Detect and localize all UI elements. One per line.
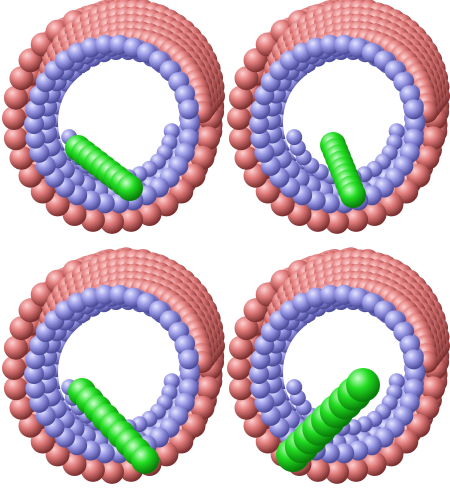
outer-shell-atom bbox=[100, 459, 124, 484]
outer-shell-atom bbox=[305, 207, 330, 232]
outer-shell-atom bbox=[234, 145, 259, 170]
guest-molecule-chain bbox=[320, 132, 366, 208]
inner-shell-atom bbox=[286, 379, 303, 396]
inner-shell-atom bbox=[180, 364, 200, 384]
panel-top-right bbox=[227, 0, 450, 234]
nanotube-cavity bbox=[283, 64, 395, 180]
inner-shell-atom bbox=[319, 34, 340, 55]
outer-shell-atom bbox=[190, 145, 215, 170]
inner-shell-atom bbox=[286, 129, 303, 146]
outer-shell-atom bbox=[421, 126, 446, 151]
outer-shell-atom bbox=[3, 126, 28, 151]
inner-shell-atom bbox=[178, 349, 199, 370]
outer-shell-atom bbox=[227, 356, 251, 380]
outer-shell-atom bbox=[3, 85, 28, 110]
inner-shell-atom bbox=[24, 364, 44, 384]
outer-shell-atom bbox=[9, 316, 34, 341]
outer-shell-atom bbox=[9, 395, 34, 420]
inner-shell-atom bbox=[94, 284, 115, 305]
outer-shell-atom bbox=[325, 459, 349, 484]
inner-shell-atom bbox=[250, 378, 271, 399]
outer-shell-atom bbox=[196, 126, 221, 151]
panel-top-left bbox=[2, 0, 225, 234]
panel-bottom-left bbox=[2, 247, 225, 484]
outer-shell-atom bbox=[80, 207, 105, 232]
inner-shell-atom bbox=[178, 99, 199, 120]
outer-shell-atom bbox=[9, 145, 34, 170]
inner-shell-atom bbox=[250, 128, 271, 149]
guest-atom bbox=[131, 446, 159, 474]
outer-shell-atom bbox=[228, 85, 253, 110]
outer-shell-atom bbox=[2, 106, 26, 130]
panel-bottom-right bbox=[227, 247, 450, 484]
guest-molecule-chain bbox=[65, 135, 143, 201]
outer-shell-atom bbox=[227, 106, 251, 130]
outer-shell-atom bbox=[325, 209, 349, 234]
outer-shell-atom bbox=[234, 395, 259, 420]
outer-shell-atom bbox=[362, 202, 387, 226]
inner-nanotube-shell bbox=[24, 34, 200, 214]
outer-shell-atom bbox=[100, 209, 124, 234]
outer-shell-atom bbox=[228, 335, 253, 360]
inner-shell-atom bbox=[405, 114, 425, 134]
inner-shell-atom bbox=[345, 419, 362, 436]
inner-shell-atom bbox=[405, 364, 425, 384]
outer-shell-atom bbox=[80, 457, 105, 482]
outer-shell-atom bbox=[234, 66, 259, 91]
guest-molecule-chain bbox=[276, 368, 380, 472]
guest-atom bbox=[340, 182, 366, 208]
inner-shell-atom bbox=[24, 114, 44, 134]
outer-shell-atom bbox=[362, 452, 387, 476]
inner-shell-atom bbox=[249, 114, 269, 134]
inner-shell-atom bbox=[94, 34, 115, 55]
inner-shell-atom bbox=[180, 114, 200, 134]
outer-shell-atom bbox=[3, 335, 28, 360]
inner-shell-atom bbox=[403, 99, 424, 120]
outer-shell-atom bbox=[228, 126, 253, 151]
inner-shell-atom bbox=[25, 128, 46, 149]
outer-shell-atom bbox=[137, 202, 162, 226]
outer-shell-atom bbox=[119, 207, 144, 232]
outer-shell-atom bbox=[344, 207, 369, 232]
outer-shell-atom bbox=[344, 457, 369, 482]
guest-atom bbox=[346, 368, 380, 402]
guest-molecule-chain bbox=[68, 378, 159, 474]
outer-shell-atom bbox=[234, 316, 259, 341]
inner-shell-atom bbox=[319, 284, 340, 305]
inner-shell-atom bbox=[25, 378, 46, 399]
outer-shell-atom bbox=[415, 395, 440, 420]
inner-shell-atom bbox=[403, 349, 424, 370]
outer-shell-atom bbox=[3, 376, 28, 401]
guest-atom bbox=[117, 175, 143, 201]
outer-shell-atom bbox=[415, 145, 440, 170]
outer-shell-atom bbox=[196, 376, 221, 401]
outer-shell-atom bbox=[421, 376, 446, 401]
inner-nanotube-shell bbox=[249, 284, 425, 464]
inner-shell-atom bbox=[334, 443, 355, 464]
outer-shell-atom bbox=[9, 66, 34, 91]
inner-nanotube-shell bbox=[249, 34, 425, 214]
outer-shell-atom bbox=[190, 395, 215, 420]
inner-shell-atom bbox=[249, 364, 269, 384]
outer-shell-atom bbox=[228, 376, 253, 401]
outer-shell-atom bbox=[2, 356, 26, 380]
outer-shell-atom bbox=[305, 457, 330, 482]
